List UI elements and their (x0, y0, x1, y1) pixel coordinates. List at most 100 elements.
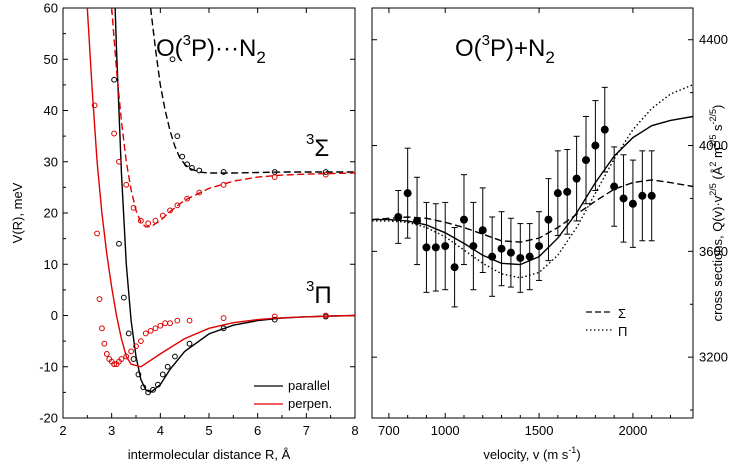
data-point (150, 386, 156, 393)
legend-label-sigma: Σ (618, 306, 626, 321)
data-point (189, 165, 195, 171)
left-y-tick-label: 20 (44, 206, 58, 221)
right-title: O(3P)+N2 (455, 32, 555, 67)
data-point (116, 240, 122, 247)
left-x-tick-label: 3 (108, 423, 115, 438)
right-y-tick-label: 4400 (699, 32, 728, 47)
data-point (174, 202, 181, 209)
data-point (196, 189, 203, 196)
data-point (99, 325, 105, 332)
left-x-axis-label: intermolecular distance R, Å (128, 447, 291, 462)
data-point (169, 56, 176, 63)
data-point (431, 243, 440, 252)
data-point (220, 181, 227, 188)
data-point (572, 174, 581, 183)
left-y-tick-label: -10 (39, 359, 58, 374)
data-point (506, 248, 515, 257)
right-x-tick-label: 1500 (525, 423, 554, 438)
curve-Π (372, 84, 693, 279)
data-point (488, 252, 497, 261)
data-point (186, 340, 193, 347)
data-point (184, 195, 191, 202)
data-point (101, 340, 108, 347)
left-x-tick-label: 5 (205, 423, 212, 438)
data-point (220, 325, 227, 332)
right-x-tick-label: 700 (378, 423, 400, 438)
data-point (459, 215, 468, 224)
data-point (441, 242, 450, 251)
data-point (130, 204, 137, 211)
data-point (544, 215, 553, 224)
data-point (413, 216, 422, 225)
data-point (128, 348, 135, 355)
data-point (118, 356, 125, 362)
left-points (91, 56, 329, 396)
left-y-tick-label: 40 (44, 103, 58, 118)
left-x-tick-label: 2 (59, 423, 66, 438)
data-point (610, 182, 619, 191)
left-y-tick-label: -20 (39, 411, 58, 426)
data-point (94, 230, 100, 237)
right-x-tick-label: 1000 (431, 423, 460, 438)
data-point (142, 330, 149, 337)
right-y-tick-label: 4000 (699, 138, 728, 153)
curve-3Π-perpen. (86, 8, 355, 368)
left-x-tick-label: 8 (351, 423, 358, 438)
data-point (116, 158, 122, 165)
right-legend: Σ Π (586, 306, 627, 339)
data-point (525, 252, 534, 261)
data-point (133, 343, 139, 350)
left-x-tick-label: 6 (254, 423, 261, 438)
curve-3Σ-parallel (149, 8, 355, 174)
data-point (152, 217, 159, 224)
data-point (582, 156, 590, 165)
data-point (123, 181, 130, 188)
data-point (123, 353, 130, 360)
data-point (172, 353, 178, 360)
data-point (103, 351, 110, 357)
left-x-tick-label: 4 (157, 423, 164, 438)
right-points (394, 86, 656, 308)
data-point (271, 174, 278, 181)
right-curves (372, 84, 693, 279)
data-point (125, 330, 132, 337)
right-axis-ticks: 700 1000 1500 2000 3200 3600 4000 4400 (372, 8, 728, 438)
sigma-state-label: 3Σ (306, 131, 329, 162)
data-point (174, 317, 181, 324)
data-point (167, 207, 173, 214)
data-point (174, 133, 181, 140)
left-x-tick-label: 7 (303, 423, 310, 438)
data-point (130, 356, 137, 362)
left-axis-ticks: 2 3 4 5 6 7 8 -20 -10 0 10 20 30 40 50 60 (39, 1, 358, 439)
data-point (628, 199, 637, 208)
data-point (647, 191, 656, 200)
legend-label-perpen: perpen. (288, 396, 332, 411)
data-point (155, 381, 161, 388)
left-y-tick-label: 60 (44, 1, 58, 16)
right-y-tick-label: 3600 (699, 244, 728, 259)
data-point (184, 161, 191, 168)
legend-label-parallel: parallel (288, 378, 330, 393)
curve-total (372, 115, 693, 266)
curve-Σ (372, 179, 693, 243)
right-x-tick-label: 2000 (618, 423, 647, 438)
data-point (394, 212, 403, 221)
data-point (638, 191, 647, 200)
data-point (91, 102, 98, 109)
data-point (422, 243, 431, 252)
legend-label-pi: Π (618, 324, 627, 339)
left-y-axis-label: V(R), meV (10, 182, 25, 243)
right-y-tick-label: 3200 (699, 350, 728, 365)
left-title: O(3P)···N2 (156, 32, 266, 67)
data-point (111, 76, 117, 83)
data-point (164, 363, 171, 370)
data-point (159, 371, 166, 378)
data-point (220, 315, 227, 321)
data-point (186, 317, 193, 324)
data-point (600, 125, 609, 134)
data-point (145, 389, 152, 396)
data-point (162, 320, 169, 327)
data-point (220, 169, 227, 175)
data-point (137, 338, 144, 345)
left-legend: parallel perpen. (254, 378, 332, 411)
